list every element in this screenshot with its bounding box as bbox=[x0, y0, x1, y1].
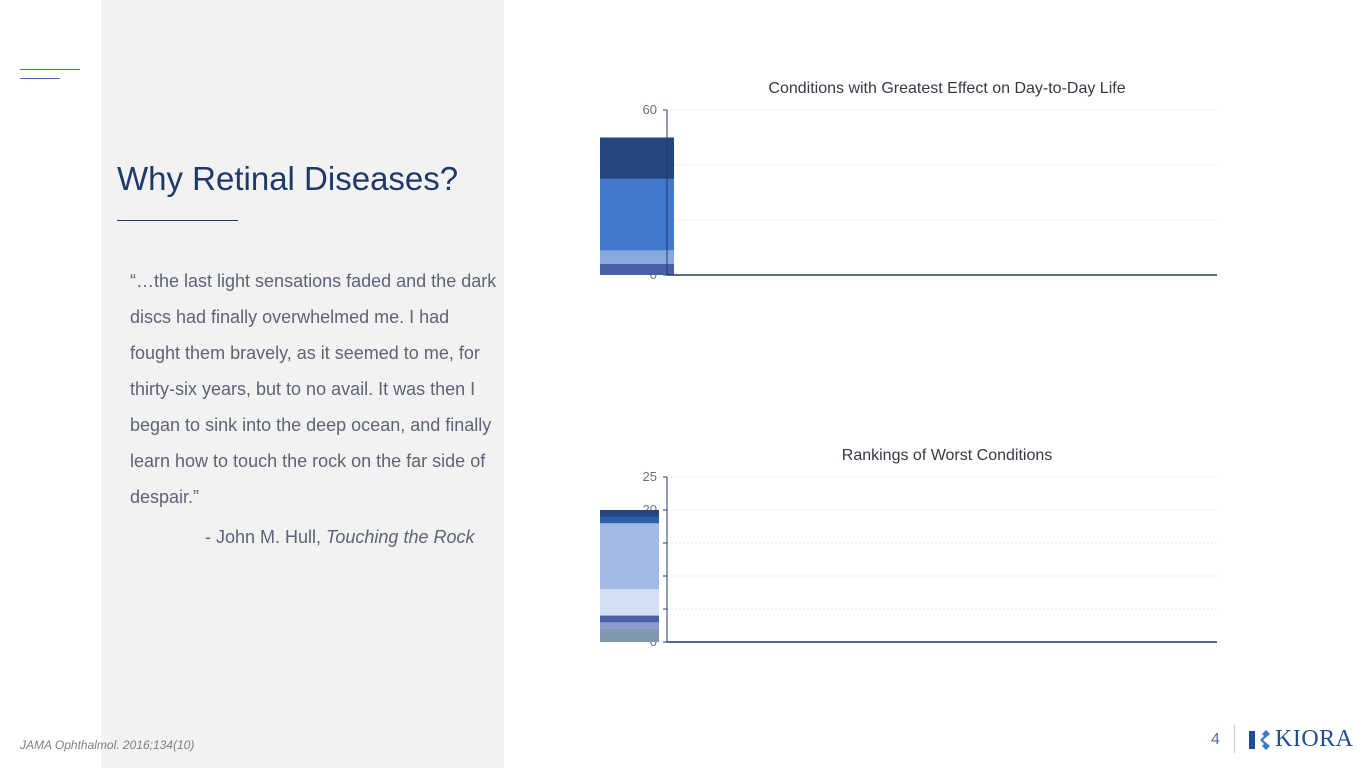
page-title: Why Retinal Diseases? bbox=[117, 160, 459, 197]
logo-divider bbox=[1234, 725, 1235, 753]
source-footnote: JAMA Ophthalmol. 2016;134(10) bbox=[20, 738, 195, 752]
chart-title: Conditions with Greatest Effect on Day-t… bbox=[768, 80, 1125, 97]
decorative-line bbox=[20, 78, 60, 79]
title-underline bbox=[117, 220, 238, 221]
kiora-logo-icon bbox=[1249, 729, 1270, 750]
chart-worst-conditions-svg: Rankings of Worst Conditions0510152025Re… bbox=[600, 447, 1217, 661]
chart-title: Rankings of Worst Conditions bbox=[842, 447, 1052, 464]
bar bbox=[600, 264, 674, 275]
chart-day-to-day-effect: Conditions with Greatest Effect on Day-t… bbox=[600, 72, 1240, 372]
bar bbox=[600, 628, 659, 642]
page-number: 4 bbox=[1211, 731, 1220, 748]
chart-day-to-day-effect-svg: Conditions with Greatest Effect on Day-t… bbox=[600, 80, 1217, 294]
attribution-book: Touching the Rock bbox=[326, 527, 475, 547]
y-tick-label: 25 bbox=[643, 469, 657, 484]
left-panel bbox=[101, 0, 504, 768]
x-tick-label: Cancer bbox=[600, 646, 601, 661]
quote-attribution: - John M. Hull, Touching the Rock bbox=[205, 527, 474, 548]
decorative-line bbox=[20, 69, 80, 70]
kiora-logo-text: KIORA bbox=[1275, 726, 1354, 752]
attribution-author: - John M. Hull, bbox=[205, 527, 327, 547]
quote-text: “…the last light sensations faded and th… bbox=[130, 271, 497, 507]
y-tick-label: 60 bbox=[643, 102, 657, 117]
kiora-logo: KIORA bbox=[1247, 726, 1354, 753]
chart-worst-conditions: Rankings of Worst Conditions0510152025Re… bbox=[600, 440, 1240, 760]
